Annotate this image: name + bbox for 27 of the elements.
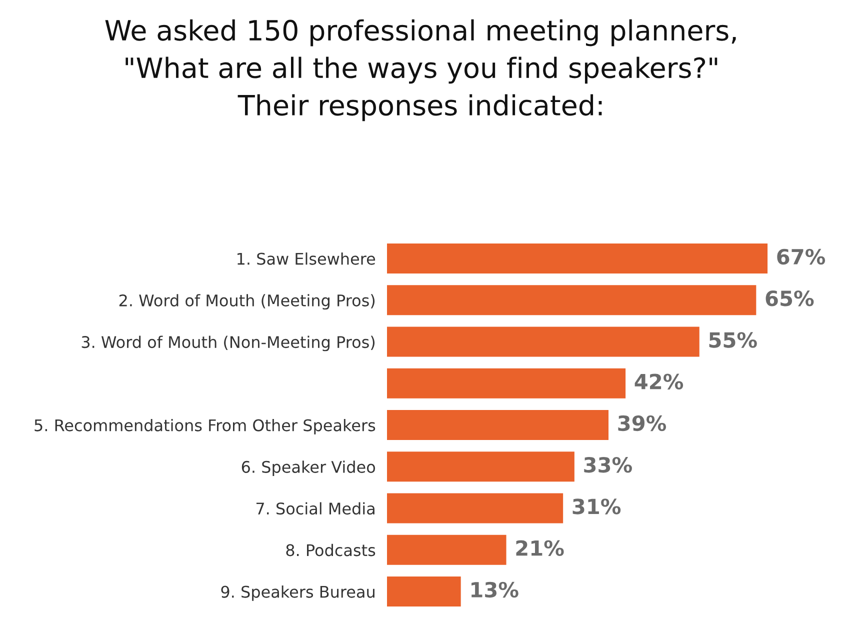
data-label: 55% xyxy=(709,332,757,348)
data-label: 42% xyxy=(634,374,684,390)
bar xyxy=(387,452,574,482)
bar xyxy=(387,368,626,398)
bar xyxy=(387,534,506,565)
y-tick-label: 6. Speaker Video xyxy=(242,460,376,476)
bar xyxy=(387,244,768,274)
data-label: 13% xyxy=(472,582,518,598)
data-label: 67% xyxy=(777,248,826,265)
y-tick-label: 3. Word of Mouth (Non-Meeting Pros) xyxy=(82,336,375,352)
data-label: 65% xyxy=(766,290,814,306)
y-tick-label: 5. Recommendations From Other Speakers xyxy=(34,418,376,434)
chart-title: We asked 150 professional meeting planners, "What are all the ways you find speakers?" Their responses indicated: xyxy=(105,19,736,122)
data-label: 21% xyxy=(516,540,564,556)
bar xyxy=(387,326,700,357)
data-label: 31% xyxy=(572,498,621,514)
bar xyxy=(387,576,461,607)
data-label: 39% xyxy=(618,415,666,432)
bar xyxy=(387,285,756,316)
y-tick-label: 1. Saw Elsewhere xyxy=(238,252,376,265)
data-label: 33% xyxy=(584,456,632,473)
y-tick-label: 9. Speakers Bureau xyxy=(221,585,374,601)
y-tick-label: 7. Social Media xyxy=(256,502,374,515)
bar xyxy=(387,410,609,440)
y-tick-label: 8. Podcasts xyxy=(286,544,376,556)
bar xyxy=(387,493,564,524)
y-tick-label: 2. Word of Mouth (Meeting Pros) xyxy=(119,294,375,310)
